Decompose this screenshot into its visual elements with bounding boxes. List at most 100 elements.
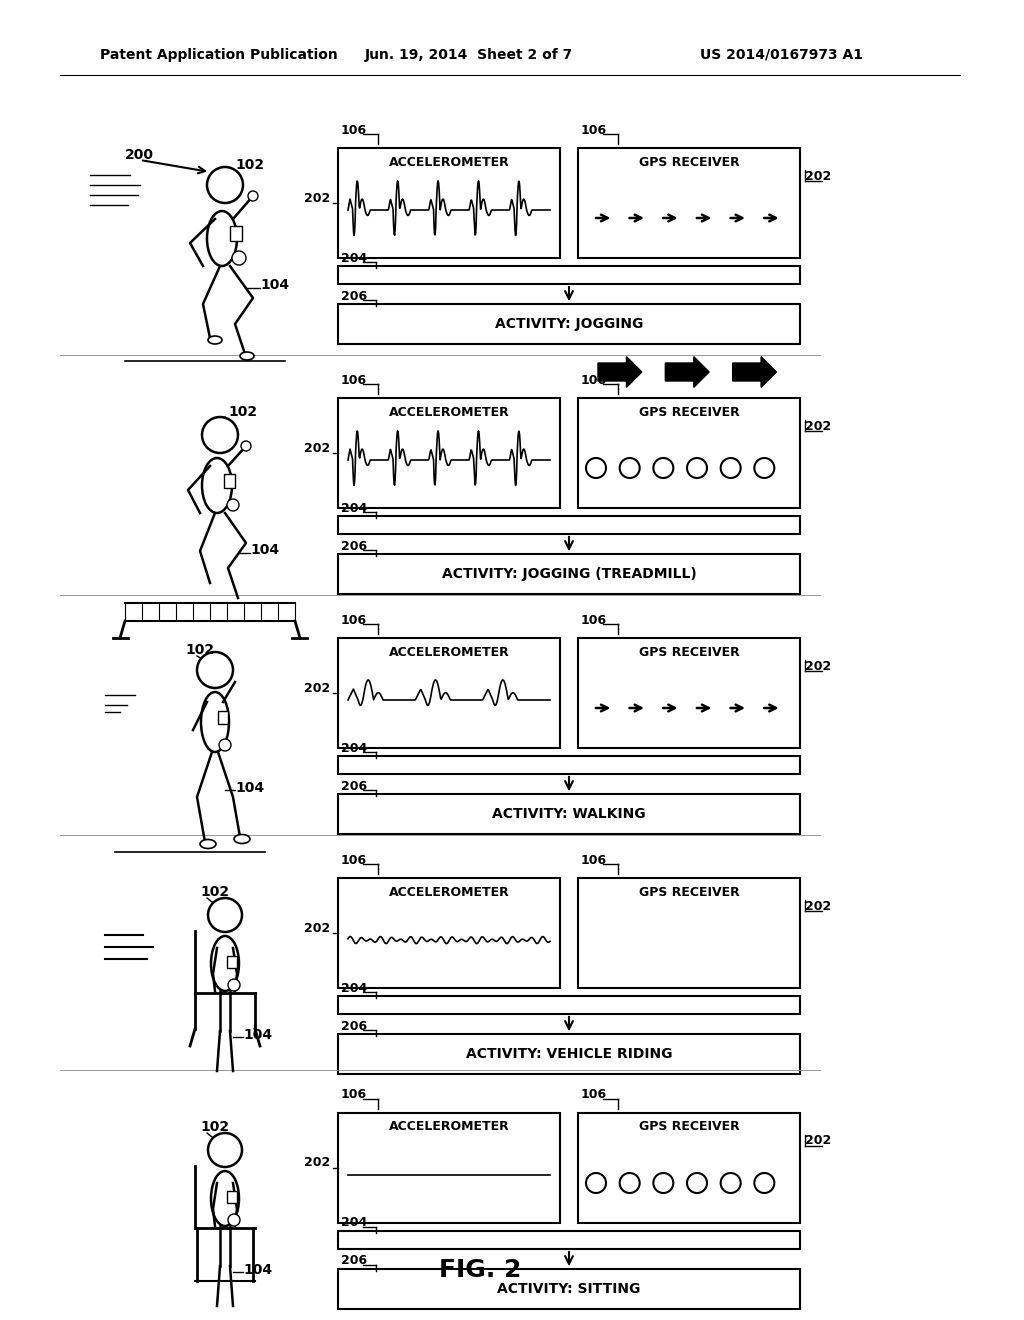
Text: 206: 206 bbox=[341, 540, 368, 553]
Text: FIG. 2: FIG. 2 bbox=[439, 1258, 521, 1282]
Circle shape bbox=[620, 1173, 640, 1193]
Circle shape bbox=[687, 1173, 707, 1193]
Circle shape bbox=[227, 499, 239, 511]
Text: 202: 202 bbox=[805, 169, 831, 182]
Text: 102: 102 bbox=[200, 884, 229, 899]
Polygon shape bbox=[732, 356, 776, 387]
Ellipse shape bbox=[234, 834, 250, 843]
Text: US 2014/0167973 A1: US 2014/0167973 A1 bbox=[700, 48, 863, 62]
Bar bbox=[578, 148, 800, 257]
Circle shape bbox=[653, 1173, 674, 1193]
Ellipse shape bbox=[201, 692, 229, 752]
Text: 204: 204 bbox=[341, 1217, 368, 1229]
Polygon shape bbox=[666, 356, 709, 387]
Text: Jun. 19, 2014  Sheet 2 of 7: Jun. 19, 2014 Sheet 2 of 7 bbox=[365, 48, 573, 62]
Bar bbox=[338, 399, 560, 508]
Text: 104: 104 bbox=[234, 781, 264, 795]
Bar bbox=[224, 474, 234, 488]
Text: 106: 106 bbox=[341, 124, 368, 136]
Text: GPS RECEIVER: GPS RECEIVER bbox=[639, 886, 739, 899]
Bar bbox=[338, 1232, 800, 1249]
Text: 104: 104 bbox=[243, 1263, 272, 1276]
Text: 204: 204 bbox=[341, 982, 368, 994]
Bar bbox=[338, 148, 560, 257]
Text: GPS RECEIVER: GPS RECEIVER bbox=[639, 1121, 739, 1134]
Text: 106: 106 bbox=[341, 614, 368, 627]
Text: 204: 204 bbox=[341, 742, 368, 755]
Text: 202: 202 bbox=[304, 1156, 330, 1170]
Text: ACTIVITY: WALKING: ACTIVITY: WALKING bbox=[493, 807, 646, 821]
Text: Patent Application Publication: Patent Application Publication bbox=[100, 48, 338, 62]
Circle shape bbox=[197, 652, 233, 688]
Text: 202: 202 bbox=[805, 899, 831, 912]
Text: 104: 104 bbox=[243, 1028, 272, 1041]
Text: ACTIVITY: JOGGING: ACTIVITY: JOGGING bbox=[495, 317, 643, 331]
Ellipse shape bbox=[208, 337, 222, 345]
Text: GPS RECEIVER: GPS RECEIVER bbox=[639, 156, 739, 169]
Text: 106: 106 bbox=[341, 374, 368, 387]
Circle shape bbox=[207, 168, 243, 203]
Text: 106: 106 bbox=[581, 854, 607, 866]
Text: 202: 202 bbox=[805, 660, 831, 672]
Text: 202: 202 bbox=[805, 420, 831, 433]
Text: 106: 106 bbox=[581, 614, 607, 627]
Text: 202: 202 bbox=[304, 681, 330, 694]
Text: 202: 202 bbox=[304, 191, 330, 205]
Text: 202: 202 bbox=[304, 921, 330, 935]
Text: 206: 206 bbox=[341, 1254, 368, 1267]
Ellipse shape bbox=[211, 1171, 239, 1226]
Bar bbox=[338, 1113, 560, 1224]
Polygon shape bbox=[598, 356, 642, 387]
Text: 106: 106 bbox=[581, 1089, 607, 1101]
Text: 206: 206 bbox=[341, 1019, 368, 1032]
Text: ACTIVITY: SITTING: ACTIVITY: SITTING bbox=[498, 1282, 641, 1296]
Text: 102: 102 bbox=[185, 643, 214, 657]
Bar bbox=[578, 638, 800, 748]
Bar bbox=[578, 1113, 800, 1224]
Circle shape bbox=[586, 458, 606, 478]
Bar bbox=[338, 878, 560, 987]
Circle shape bbox=[228, 1214, 240, 1226]
Text: GPS RECEIVER: GPS RECEIVER bbox=[639, 645, 739, 659]
Text: ACCELEROMETER: ACCELEROMETER bbox=[389, 156, 509, 169]
Circle shape bbox=[755, 458, 774, 478]
Circle shape bbox=[248, 191, 258, 201]
Circle shape bbox=[721, 1173, 740, 1193]
Text: 202: 202 bbox=[304, 441, 330, 454]
Text: 204: 204 bbox=[341, 252, 368, 264]
Circle shape bbox=[586, 1173, 606, 1193]
Circle shape bbox=[755, 1173, 774, 1193]
Bar bbox=[218, 711, 228, 723]
Text: 206: 206 bbox=[341, 780, 368, 792]
Text: 106: 106 bbox=[581, 124, 607, 136]
Bar bbox=[338, 756, 800, 774]
Bar bbox=[338, 1269, 800, 1309]
Bar bbox=[578, 399, 800, 508]
Text: 200: 200 bbox=[125, 148, 154, 162]
Circle shape bbox=[653, 458, 674, 478]
Text: 104: 104 bbox=[260, 279, 289, 292]
Text: ACCELEROMETER: ACCELEROMETER bbox=[389, 1121, 509, 1134]
Text: ACTIVITY: JOGGING (TREADMILL): ACTIVITY: JOGGING (TREADMILL) bbox=[441, 568, 696, 581]
Text: GPS RECEIVER: GPS RECEIVER bbox=[639, 405, 739, 418]
Circle shape bbox=[219, 739, 231, 751]
Text: 102: 102 bbox=[234, 158, 264, 172]
Bar bbox=[338, 1034, 800, 1074]
Circle shape bbox=[620, 458, 640, 478]
Circle shape bbox=[687, 458, 707, 478]
Ellipse shape bbox=[211, 936, 239, 991]
Text: 102: 102 bbox=[200, 1119, 229, 1134]
Circle shape bbox=[202, 417, 238, 453]
Bar bbox=[338, 638, 560, 748]
Ellipse shape bbox=[207, 211, 237, 267]
Bar bbox=[227, 956, 237, 968]
Circle shape bbox=[208, 1133, 242, 1167]
Circle shape bbox=[228, 979, 240, 991]
Text: 102: 102 bbox=[228, 405, 257, 418]
Circle shape bbox=[232, 251, 246, 265]
Bar bbox=[338, 516, 800, 535]
Text: 106: 106 bbox=[341, 854, 368, 866]
Bar bbox=[230, 226, 242, 242]
Text: 204: 204 bbox=[341, 502, 368, 515]
Ellipse shape bbox=[240, 352, 254, 360]
